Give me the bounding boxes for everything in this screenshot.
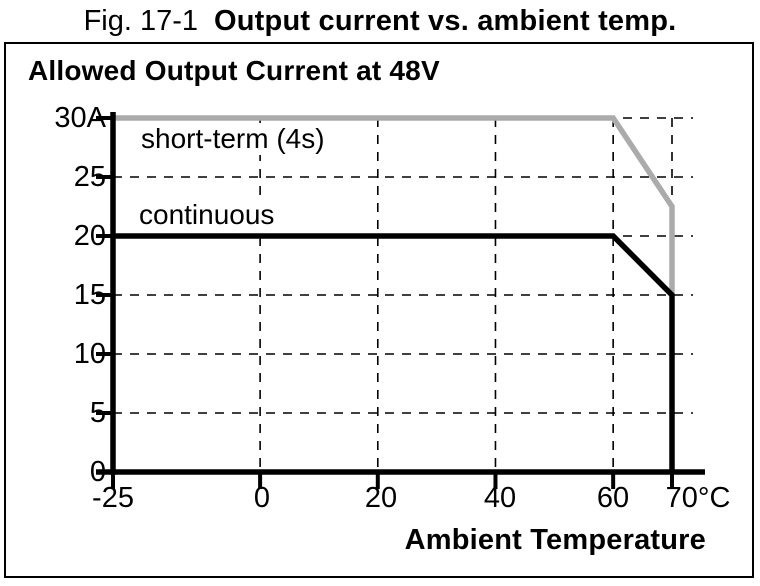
x-tick-label-70c: 70°C	[665, 482, 731, 514]
y-tick-label-15: 15	[73, 279, 106, 311]
y-tick-label-20: 20	[73, 220, 106, 252]
chart-title: Allowed Output Current at 48V	[28, 55, 440, 86]
y-tick-label-10: 10	[73, 338, 106, 370]
x-tick-label-0: 0	[253, 482, 271, 514]
x-axis-title: Ambient Temperature	[404, 524, 706, 556]
y-tick-label-5: 5	[89, 397, 106, 429]
y-tick-label-0: 0	[89, 456, 106, 488]
series-label-short-term: short-term (4s)	[137, 123, 329, 155]
y-tick-label-30: 30A	[54, 102, 106, 134]
y-tick-label-25: 25	[73, 161, 106, 193]
x-tick-label-neg25: -25	[92, 482, 134, 514]
figure-title: Output current vs. ambient temp.	[214, 5, 677, 37]
series-label-continuous: continuous	[135, 199, 279, 231]
x-tick-label-20: 20	[364, 482, 398, 514]
x-tick-label-40: 40	[483, 482, 517, 514]
x-tick-label-60: 60	[596, 482, 630, 514]
figure-caption: Fig. 17-1 Output current vs. ambient tem…	[0, 3, 760, 39]
series-line-short-term-4s-	[113, 115, 675, 295]
figure-number: Fig. 17-1	[83, 5, 199, 37]
series-line-continuous	[113, 233, 675, 472]
